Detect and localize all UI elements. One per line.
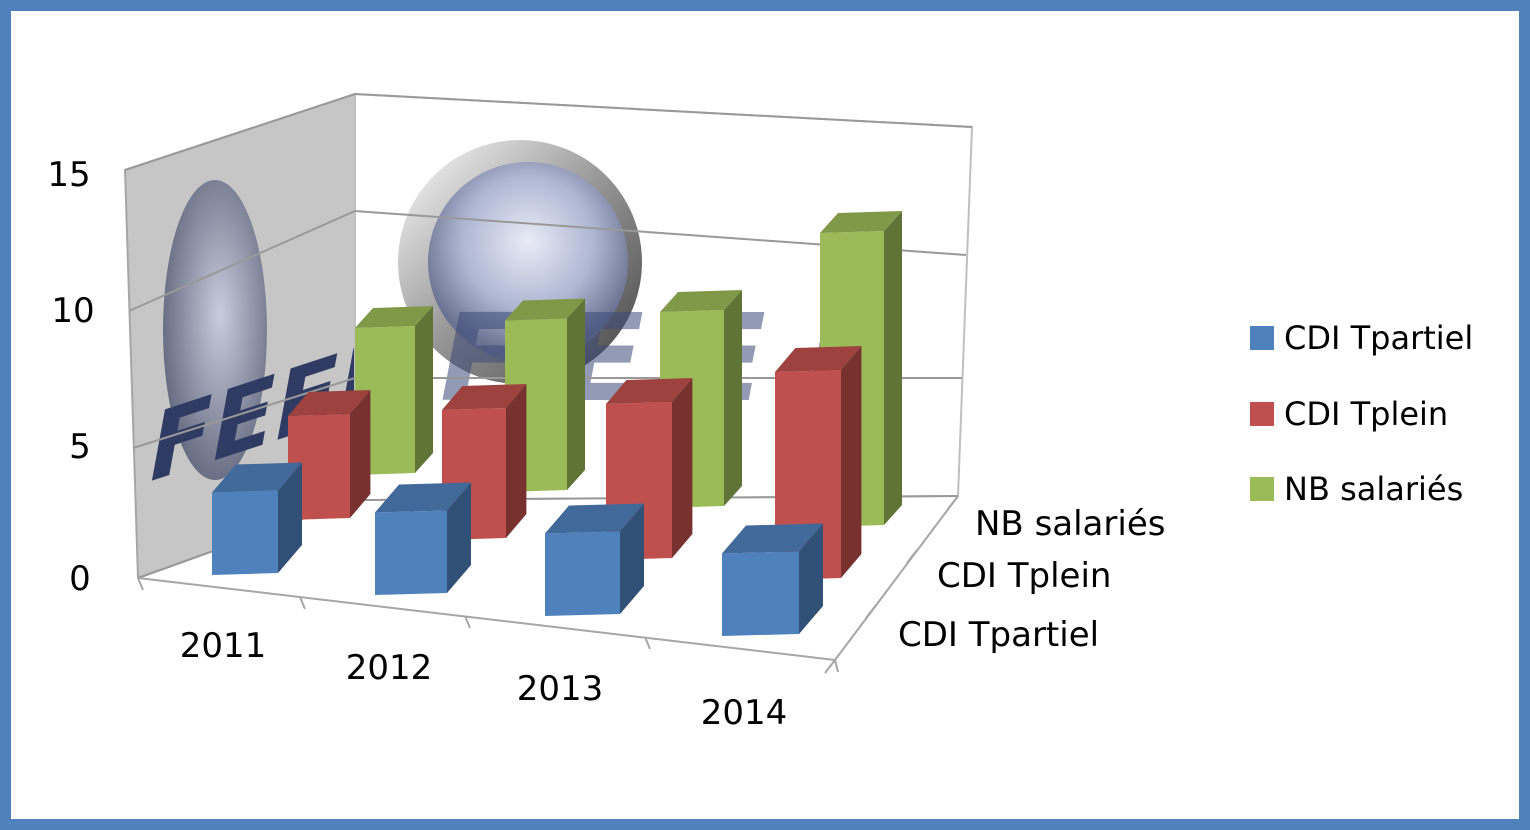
bar-top	[545, 503, 644, 534]
bar-front	[375, 510, 447, 595]
legend-label-cdi-tpartiel: CDI Tpartiel	[1284, 319, 1473, 357]
bar-top	[722, 523, 823, 554]
bar-side	[447, 482, 471, 593]
bar-cdi-tpartiel-2013	[545, 503, 644, 616]
depth-label-nb-salaries: NB salariés	[975, 504, 1165, 544]
legend-swatch-nb-salaries	[1250, 477, 1274, 501]
bar-top	[375, 482, 471, 513]
bar-top	[442, 384, 527, 410]
x-tick-2012: 2012	[346, 648, 433, 688]
bar-side	[799, 523, 823, 634]
x-axis-ticks	[137, 577, 839, 673]
bar-cdi-tpartiel-2014	[722, 523, 823, 636]
bar-top	[820, 211, 902, 233]
bar-cdi-tpartiel-2011	[212, 462, 302, 575]
bar-cdi-tplein-2011	[288, 390, 371, 520]
bar-side	[506, 384, 527, 538]
bar-front	[288, 414, 350, 520]
legend-label-cdi-tplein: CDI Tplein	[1284, 395, 1448, 433]
floor	[137, 495, 959, 661]
legend-label-nb-salaries: NB salariés	[1284, 470, 1463, 508]
bar-top	[606, 378, 693, 404]
bar-side	[841, 346, 862, 578]
legend-swatch-cdi-tplein	[1250, 402, 1274, 426]
bar-top	[775, 346, 862, 372]
bar-front	[722, 551, 799, 636]
side-wall-logo-sphere	[163, 180, 267, 480]
y-tick-0: 0	[69, 559, 91, 599]
depth-label-cdi-tpartiel: CDI Tpartiel	[898, 615, 1099, 655]
bar-side	[567, 298, 585, 490]
depth-axis	[824, 495, 959, 674]
gridline-10	[128, 209, 967, 312]
bar-side	[672, 378, 693, 558]
bar-top	[355, 306, 433, 328]
bar-side	[620, 503, 644, 614]
bars	[212, 211, 902, 636]
bar-side	[884, 211, 902, 525]
x-tick-2013: 2013	[517, 669, 604, 709]
bar-top	[288, 390, 371, 416]
legend-swatch-cdi-tpartiel	[1250, 326, 1274, 350]
x-tick-2011: 2011	[180, 626, 267, 666]
bar-side	[350, 390, 371, 518]
bar-side	[278, 462, 302, 573]
legend: CDI Tpartiel CDI Tplein NB salariés	[1250, 319, 1473, 508]
bar-front	[212, 490, 278, 575]
y-tick-5: 5	[69, 427, 91, 467]
x-tick-2014: 2014	[701, 693, 788, 733]
y-tick-15: 15	[47, 155, 90, 195]
bar-top	[660, 290, 742, 312]
bar-top	[212, 462, 302, 493]
bar-side	[415, 306, 433, 473]
y-tick-10: 10	[51, 291, 94, 331]
gridline-15	[124, 92, 973, 171]
bar-top	[505, 298, 585, 321]
depth-label-cdi-tplein: CDI Tplein	[937, 556, 1111, 596]
bar-front	[545, 531, 620, 616]
bar-side	[724, 290, 742, 506]
bar-cdi-tpartiel-2012	[375, 482, 471, 595]
